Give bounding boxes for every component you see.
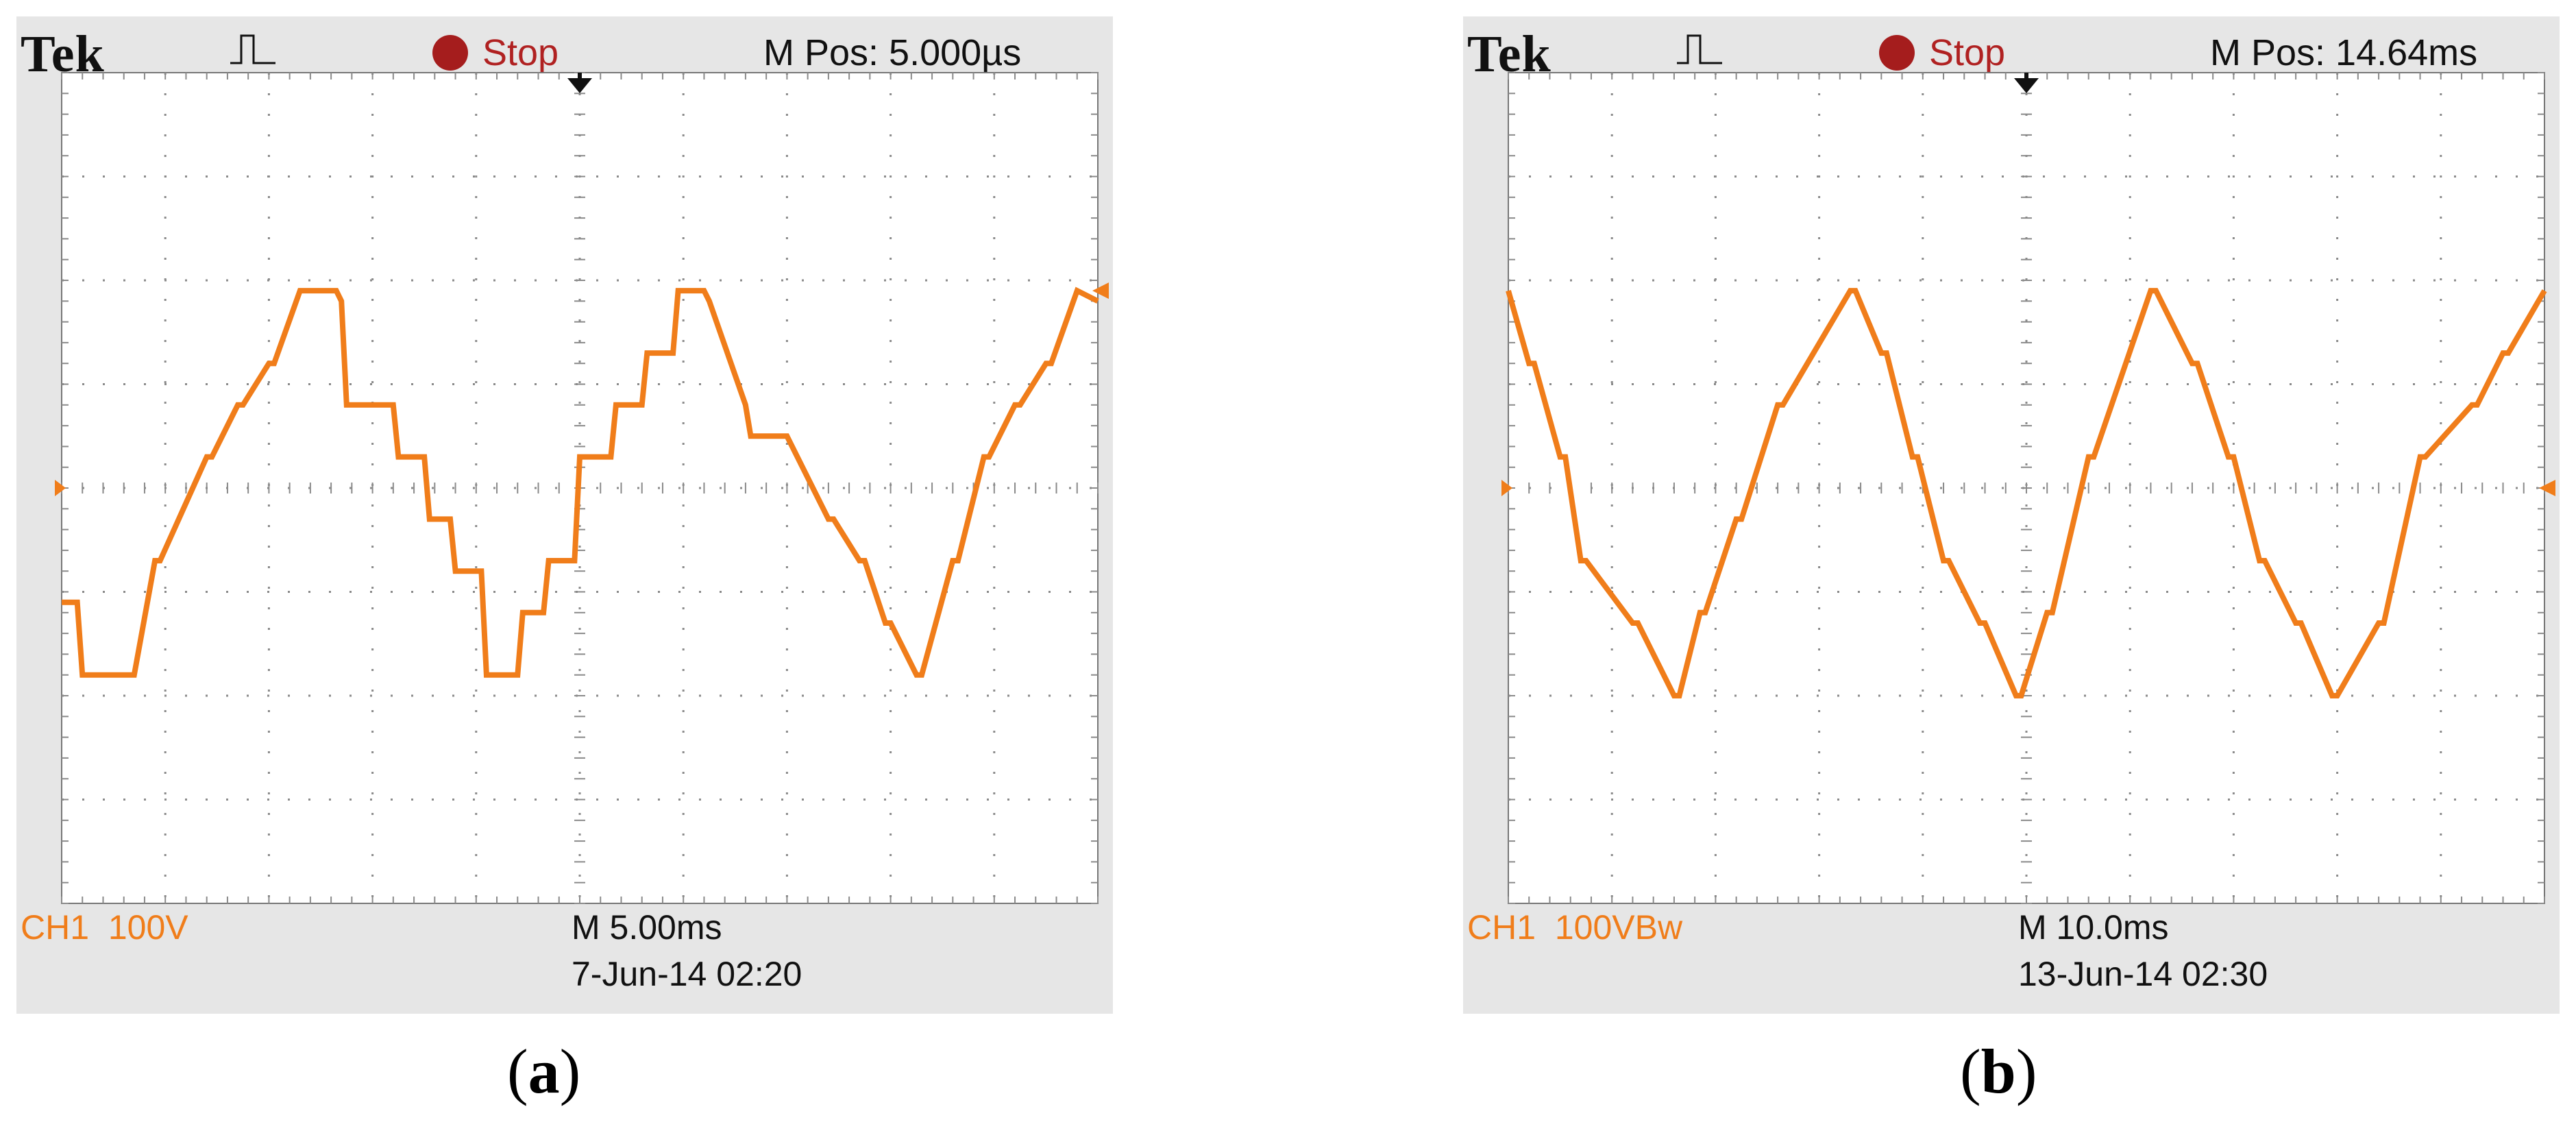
stop-indicator-icon bbox=[1879, 35, 1915, 71]
waveform-screen bbox=[55, 72, 1109, 904]
waveform-trace bbox=[1506, 288, 2547, 698]
oscilloscope-panel-a: Tek Stop M Pos: 5.000µs CH1 100V M 5.00m… bbox=[16, 16, 1113, 1014]
trigger-position-icon bbox=[567, 73, 592, 93]
run-status: Stop bbox=[1929, 32, 2006, 73]
run-status: Stop bbox=[482, 32, 559, 73]
pulse-trigger-icon bbox=[1677, 34, 1722, 64]
timebase-readout: M 5.00ms bbox=[572, 908, 722, 947]
status-bar: Tek Stop M Pos: 5.000µs bbox=[16, 16, 1113, 85]
channel-label: CH1 bbox=[1467, 908, 1536, 947]
capture-datetime: 13-Jun-14 02:30 bbox=[2018, 955, 2268, 993]
waveform-trace bbox=[62, 287, 1099, 678]
channel-label: CH1 bbox=[21, 908, 90, 947]
caption-a: (a) bbox=[507, 1036, 581, 1106]
channel-scale: CH1 100VBw bbox=[1467, 907, 1682, 947]
volts-per-div: 100V bbox=[108, 908, 188, 947]
channel-scale: CH1 100V bbox=[21, 907, 188, 947]
caption-letter: b bbox=[1980, 1036, 2016, 1106]
trigger-level-marker-icon bbox=[1092, 282, 1109, 300]
waveform-screen bbox=[1501, 72, 2555, 904]
stop-indicator-icon bbox=[432, 35, 468, 71]
capture-datetime: 7-Jun-14 02:20 bbox=[572, 955, 802, 993]
ch1-ground-marker-icon bbox=[1501, 480, 1512, 496]
caption-letter: a bbox=[528, 1036, 560, 1106]
timebase-readout: M 10.0ms bbox=[2018, 908, 2169, 947]
trigger-position-icon bbox=[2014, 73, 2039, 93]
pulse-trigger-icon bbox=[230, 34, 275, 64]
status-bar: Tek Stop M Pos: 14.64ms bbox=[1463, 16, 2560, 85]
oscilloscope-panel-b: Tek Stop M Pos: 14.64ms CH1 100VBw M 10.… bbox=[1463, 16, 2560, 1014]
volts-per-div: 100VBw bbox=[1554, 908, 1683, 947]
trigger-level-marker-icon bbox=[2539, 480, 2555, 496]
m-pos-readout: M Pos: 5.000µs bbox=[763, 32, 1022, 73]
m-pos-readout: M Pos: 14.64ms bbox=[2210, 32, 2478, 73]
caption-b: (b) bbox=[1960, 1036, 2037, 1106]
ch1-ground-marker-icon bbox=[55, 480, 66, 496]
